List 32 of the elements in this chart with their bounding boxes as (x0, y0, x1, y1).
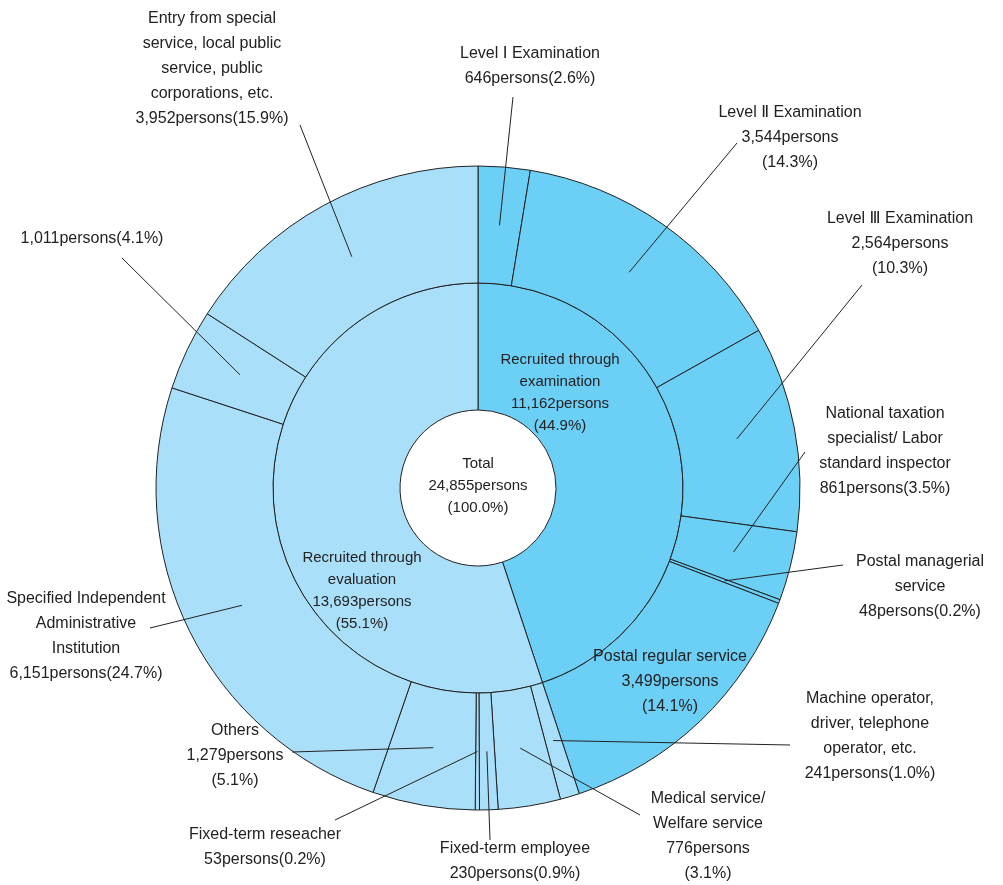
data-label: 13,693persons (55.1%) (312, 592, 412, 631)
data-label: 1,011persons(4.1%) (20, 229, 164, 246)
slice-label: Level Ⅲ Examination (826, 209, 974, 226)
slice-label: Medical service/ Welfare service (650, 789, 766, 831)
data-label: 6,151persons(24.7%) (9, 664, 163, 681)
slice-label: Level Ⅰ Examination (460, 44, 600, 61)
slice-label: Machine operator, driver, telephone operator, etc. (805, 689, 935, 756)
slice-label: Entry from special service, local public service, public corporations, etc. (142, 9, 282, 101)
slice-label: Fixed-term reseacher (188, 825, 342, 842)
data-label: 861persons(3.5%) (819, 479, 951, 496)
data-label: 646persons(2.6%) (464, 69, 596, 86)
slice-label: Others (210, 721, 260, 738)
slice-label: Recruited through evaluation (302, 548, 422, 587)
data-label: 2,564persons (10.3%) (851, 234, 949, 276)
slice-label: Fixed-term employee (439, 839, 591, 856)
slice-label: Postal regular service (593, 647, 748, 664)
data-label: 241persons(1.0%) (804, 764, 936, 781)
data-label: 53persons(0.2%) (204, 850, 326, 867)
data-label: 3,499persons (14.1%) (621, 672, 719, 714)
slice-label: Specified Independent Administrative Institution (6, 589, 167, 656)
data-label: 48persons(0.2%) (859, 602, 981, 619)
data-label: 776persons (3.1%) (666, 839, 750, 881)
slice-label: Recruited through examination (500, 350, 620, 389)
data-label: 3,952persons(15.9%) (135, 109, 289, 126)
text: Total 24,855persons (100.0%) (428, 454, 528, 515)
slice-label: National taxation specialist/ Labor standard inspector (819, 404, 952, 471)
data-label: 3,544persons (14.3%) (741, 128, 839, 170)
data-label: 11,162persons (44.9%) (510, 394, 610, 433)
slice-label: Postal managerial service (855, 552, 985, 594)
data-label: 1,279persons (5.1%) (186, 746, 284, 788)
slice-label: Level Ⅱ Examination (718, 103, 862, 120)
data-label: 230persons(0.9%) (449, 864, 581, 881)
